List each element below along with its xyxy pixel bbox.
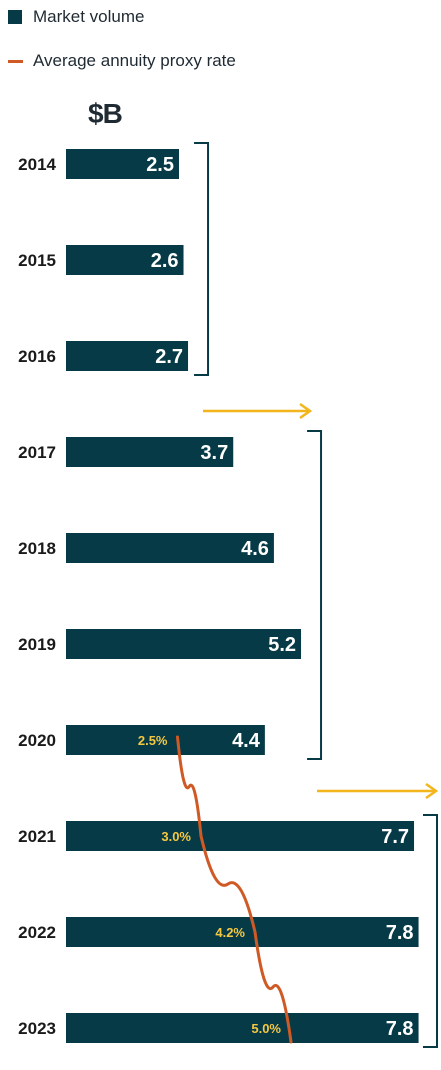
value-label-2022: 7.8 <box>386 922 414 944</box>
bar-2017 <box>66 437 234 467</box>
rate-label-2022: 4.2% <box>215 925 245 940</box>
legend-item-annuity-rate: Average annuity proxy rate <box>8 51 236 71</box>
bar-2018 <box>66 533 274 563</box>
value-label-2014: 2.5 <box>146 154 174 176</box>
year-label-2023: 2023 <box>18 1019 56 1038</box>
rate-label-2020: 2.5% <box>138 733 168 748</box>
year-label-2020: 2020 <box>18 731 56 750</box>
unit-label: $B <box>88 98 123 129</box>
legend-item-market-volume: Market volume <box>8 7 144 27</box>
transition-arrow-2 <box>317 782 439 800</box>
group-bracket-1 <box>194 142 210 376</box>
legend-line-label: Average annuity proxy rate <box>33 51 236 70</box>
value-label-2017: 3.7 <box>200 442 228 464</box>
bar-2023 <box>66 1013 419 1043</box>
rate-label-2021: 3.0% <box>161 829 191 844</box>
year-label-2017: 2017 <box>18 443 56 462</box>
value-label-2019: 5.2 <box>268 634 296 656</box>
year-label-2014: 2014 <box>18 155 56 174</box>
year-label-2015: 2015 <box>18 251 56 270</box>
value-label-2016: 2.7 <box>155 346 183 368</box>
value-label-2020: 4.4 <box>232 730 261 752</box>
bar-2019 <box>66 629 302 659</box>
group-bracket-2 <box>307 430 323 760</box>
group-bracket-3 <box>423 814 438 1048</box>
year-label-2021: 2021 <box>18 827 56 846</box>
value-label-2015: 2.6 <box>151 250 179 272</box>
year-label-2018: 2018 <box>18 539 56 558</box>
bar-2020 <box>66 725 265 755</box>
rate-line <box>176 735 293 1044</box>
bar-2015 <box>66 245 184 275</box>
year-label-2019: 2019 <box>18 635 56 654</box>
bar-2022 <box>66 917 419 947</box>
bar-2016 <box>66 341 189 371</box>
bar-2021 <box>66 821 415 851</box>
legend-line-swatch <box>8 59 23 63</box>
legend-bar-label: Market volume <box>33 7 145 26</box>
value-label-2018: 4.6 <box>241 538 269 560</box>
rate-label-2023: 5.0% <box>251 1021 281 1036</box>
value-label-2021: 7.7 <box>381 826 409 848</box>
bar-2014 <box>66 149 179 179</box>
year-label-2022: 2022 <box>18 923 56 942</box>
year-label-2016: 2016 <box>18 347 56 366</box>
legend-bar-swatch <box>8 10 22 24</box>
value-label-2023: 7.8 <box>386 1018 414 1040</box>
transition-arrow-1 <box>203 402 313 420</box>
